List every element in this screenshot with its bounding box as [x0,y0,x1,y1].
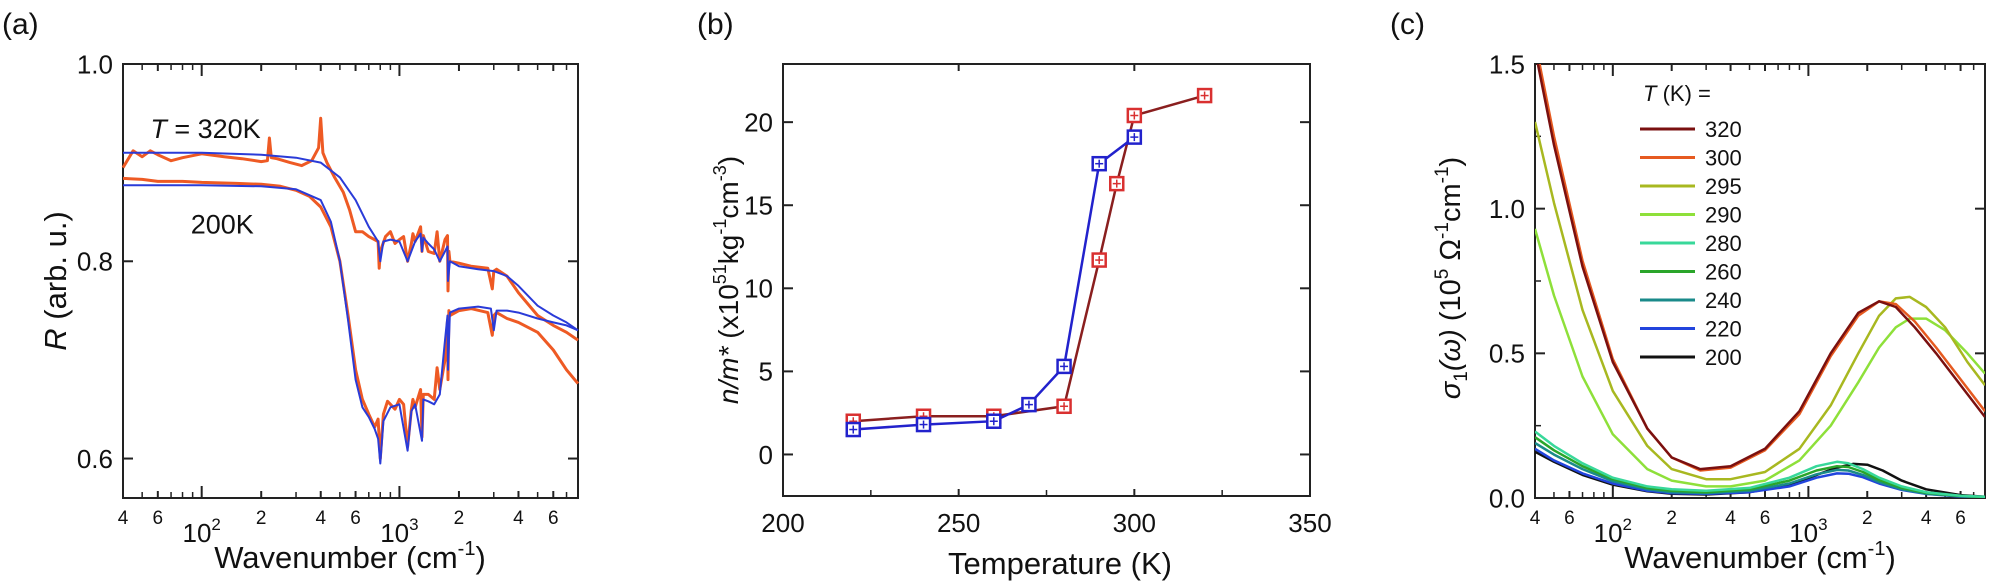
legend-label-240: 240 [1705,288,1742,313]
panel-a-y-tick-label: 1.0 [77,49,113,79]
panel-b-chart: 0 5 10 15 20 200 250 300 350 n/m* (x1051kg-1cm-3… [710,63,1332,581]
panel-a-y-tick-label: 0.6 [77,444,113,474]
panel-c-series-240 [1535,441,1985,498]
panel-a-series-data-320k [121,116,579,342]
panel-a-y-tick-label: 0.8 [77,247,113,277]
panel-c-x-axis-label: Wavenumber (cm-1) [1624,538,1896,575]
panel-b-y-tick-label: 10 [744,274,773,304]
panel-a-x-tick-label: 4 [118,508,129,529]
panel-c-x-tick-label: 2 [1862,508,1873,529]
panel-a-x-tick-label: 4 [513,508,524,529]
panel-a-x-tick-label: 6 [548,508,559,529]
panel-c-y-tick-label: 0.5 [1489,339,1525,369]
panel-b-y-tick-label: 5 [759,357,773,387]
legend-label-320: 320 [1705,117,1742,142]
panel-c-x-tick-label: 102 [1594,515,1632,548]
legend-label-220: 220 [1705,317,1742,342]
panel-b-y-tick-label: 15 [744,191,773,221]
panel-c-y-axis-label: σ1(ω) (105 Ω-1cm-1) [1432,157,1472,399]
panel-a-chart: 0.6 0.8 1.0 4 6 102 2 4 6 103 2 4 6 T = 320K 200K R … [38,49,580,575]
panel-label-c: (c) [1390,8,1425,41]
legend-label-300: 300 [1705,146,1742,171]
panel-c-series-295 [1535,121,1985,481]
panel-c-plot-area [1535,64,1985,498]
panel-label-b: (b) [697,8,734,41]
panel-c-y-tick-label: 1.5 [1489,49,1525,79]
legend-label-295: 295 [1705,174,1742,199]
panel-a-x-tick-label: 2 [454,508,465,529]
legend-label-280: 280 [1705,231,1742,256]
panel-a-y-axis-label: R (arb. u.) [38,211,73,351]
panel-a-x-tick-label: 102 [182,515,220,548]
panel-a-x-tick-label: 6 [153,508,164,529]
panel-c-series-300 [1538,64,1985,472]
panel-c-series-260 [1535,436,1985,498]
panel-a-x-tick-label: 2 [256,508,267,529]
panel-c-x-tick-label: 4 [1921,508,1932,529]
legend-title: T (K) = [1643,81,1711,106]
panel-b-y-tick-label: 20 [744,108,773,138]
panel-b-frame [782,63,1311,497]
panel-c-series-280 [1535,430,1985,498]
panel-b-y-tick-label: 0 [759,440,773,470]
panel-b-series-blue-line [853,136,1136,431]
panel-a-x-tick-label: 4 [315,508,326,529]
panel-b-x-tick-label: 200 [761,508,804,538]
panel-b-x-axis-label: Temperature (K) [948,546,1172,581]
panel-c-legend: T (K) = 320 300 295 290 280 260 240 220 200 [1640,81,1742,370]
panel-b-series-red-line [853,94,1205,423]
panel-a-annotation-200k: 200K [191,210,254,240]
panel-a-series-fit-200k [123,184,579,465]
panel-label-a: (a) [2,8,39,41]
panel-b-y-axis-label: n/m* (x1051kg-1cm-3) [710,156,744,404]
legend-label-200: 200 [1705,345,1742,370]
panel-a-series-fit-320k [123,151,579,332]
panel-c-series-320 [1536,64,1985,471]
panel-c-x-tick-label: 4 [1530,508,1541,529]
panel-c-chart: 0.0 0.5 1.0 1.5 4 6 102 2 4 6 103 2 4 6 T (K) = 320 30… [1432,49,1986,575]
panel-c-y-tick-label: 1.0 [1489,194,1525,224]
panel-c-x-tick-label: 103 [1789,515,1827,548]
panel-c-x-tick-label: 6 [1564,508,1575,529]
panel-c-x-tick-label: 6 [1760,508,1771,529]
panel-c-frame [1534,63,1986,499]
panel-b-x-tick-label: 250 [937,508,980,538]
panel-a-x-axis-label: Wavenumber (cm-1) [214,538,486,575]
legend-label-260: 260 [1705,260,1742,285]
panel-c-series-290 [1535,228,1985,488]
panel-c-x-tick-label: 4 [1725,508,1736,529]
legend-label-290: 290 [1705,203,1742,228]
panel-a-annotation-320k: T = 320K [150,114,260,144]
panel-b-x-tick-label: 300 [1113,508,1156,538]
panel-b-x-tick-label: 350 [1288,508,1331,538]
panel-a-x-tick-label: 103 [380,515,418,548]
panel-c-x-tick-label: 6 [1955,508,1966,529]
panel-a-x-tick-label: 6 [350,508,361,529]
panel-c-x-tick-label: 2 [1666,508,1677,529]
panel-c-y-tick-label: 0.0 [1489,483,1525,513]
panel-a-frame [122,63,579,499]
